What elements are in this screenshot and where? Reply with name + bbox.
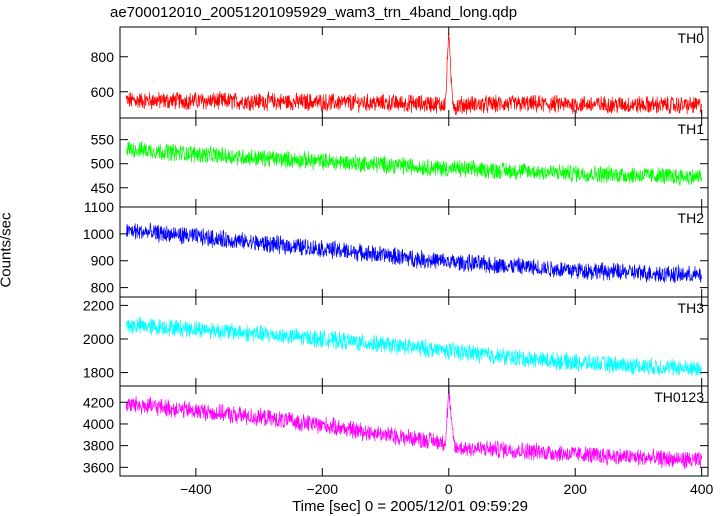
y-tick-label: 1800 <box>83 365 114 381</box>
series-line-th0123 <box>125 386 703 469</box>
y-tick-label: 1000 <box>83 226 114 242</box>
y-tick-label: 3800 <box>83 438 114 454</box>
x-tick-label: 200 <box>564 481 588 497</box>
series-line-th2 <box>125 222 703 283</box>
x-tick-label: 400 <box>690 481 714 497</box>
panel-frame-th0123 <box>119 385 709 477</box>
panel-label-th0123: TH0123 <box>654 389 704 405</box>
y-tick-label: 800 <box>91 280 115 296</box>
panel-label-th0: TH0 <box>678 30 705 46</box>
y-tick-label: 2200 <box>83 297 114 313</box>
panel-label-th3: TH3 <box>678 300 705 316</box>
y-tick-label: 550 <box>91 132 115 148</box>
y-tick-label: 500 <box>91 156 115 172</box>
series-line-th1 <box>125 140 703 187</box>
series-line-th3 <box>125 316 703 377</box>
x-tick-label: −200 <box>307 481 339 497</box>
y-tick-label: 800 <box>91 49 115 65</box>
y-tick-label: 1100 <box>84 199 114 215</box>
y-tick-label: 3600 <box>83 459 114 475</box>
y-tick-label: 4200 <box>83 394 114 410</box>
x-tick-label: −400 <box>180 481 212 497</box>
panel-frame-th1 <box>119 117 709 208</box>
y-tick-label: 2000 <box>83 331 114 347</box>
y-tick-label: 600 <box>91 84 115 100</box>
panel-frame-th2 <box>119 206 709 298</box>
y-tick-label: 900 <box>91 253 115 269</box>
series-line-th0 <box>125 33 703 116</box>
panel-label-th2: TH2 <box>678 210 705 226</box>
chart-title: ae700012010_20051201095929_wam3_trn_4ban… <box>110 4 518 21</box>
y-tick-label: 450 <box>91 180 115 196</box>
x-tick-label: 0 <box>445 481 453 497</box>
y-tick-label: 4000 <box>83 416 114 432</box>
x-axis-label: Time [sec] 0 = 2005/12/01 09:59:29 <box>292 498 528 515</box>
panel-label-th1: TH1 <box>678 121 705 137</box>
